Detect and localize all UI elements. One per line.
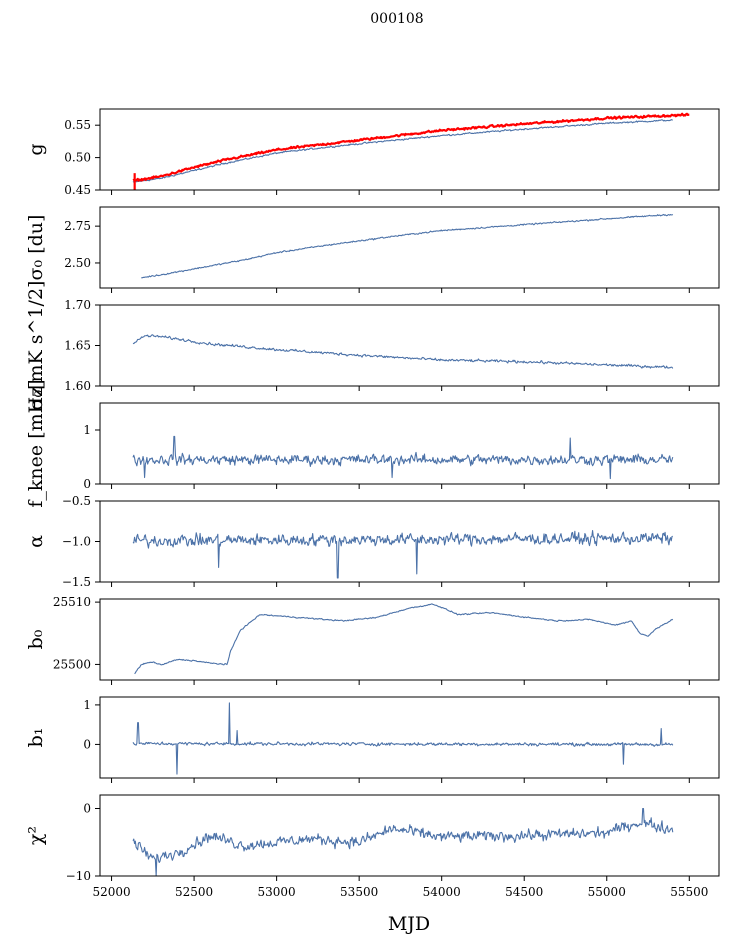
series-line-b1-0: [132, 702, 674, 775]
panel-g: 0.45 0.50 0.55 g: [25, 108, 720, 197]
x-axis-label: MJD: [388, 913, 430, 935]
panel-g-frame: [99, 108, 720, 191]
ylabel-alpha: α: [25, 535, 47, 548]
panel-g-series: [132, 112, 690, 190]
xtick-label-2: 53000: [258, 885, 296, 899]
ytick-label-b0-0: 25500: [53, 657, 91, 671]
ytick-label-sigma0_phys-1: 1.65: [64, 339, 91, 353]
ytick-label-fknee-0: 0: [83, 477, 91, 491]
panel-b0-series: [134, 603, 674, 675]
ytick-label-g-1: 0.50: [64, 151, 91, 165]
figure-title: 000108: [370, 11, 423, 27]
ytick-label-chi2-0: −10: [66, 869, 91, 883]
ylabel-g: g: [25, 143, 47, 155]
xtick-label-7: 55500: [670, 885, 708, 899]
panel-b0-frame: [99, 598, 720, 681]
panel-fknee-frame: [99, 402, 720, 485]
panel-chi2-frame: [99, 794, 720, 877]
ylabel-fknee: f_knee [mHz]: [25, 379, 47, 507]
panel-sigma0_phys: 1.60 1.65 1.70 σ₀[mK s^1/2]: [25, 281, 720, 411]
panel-sigma0_phys-series: [132, 334, 674, 369]
xtick-label-3: 53500: [340, 885, 378, 899]
xtick-label-1: 52500: [175, 885, 213, 899]
series-line-fknee-0: [132, 435, 674, 480]
ytick-label-sigma0_phys-0: 1.60: [64, 379, 91, 393]
ytick-label-chi2-1: 0: [83, 802, 91, 816]
panel-fknee-series: [132, 435, 674, 480]
panel-b1-series: [132, 702, 674, 775]
panel-chi2-series: [132, 807, 674, 876]
series-line-alpha-0: [132, 529, 673, 579]
panel-sigma0_phys-frame: [99, 304, 720, 387]
ytick-label-alpha-0: −1.5: [62, 575, 91, 589]
series-line-chi2-0: [132, 807, 674, 876]
xtick-label-4: 54000: [423, 885, 461, 899]
ylabel-sigma0: σ₀ [du]: [25, 215, 47, 281]
ytick-label-g-2: 0.55: [64, 118, 91, 132]
panel-sigma0-series: [141, 213, 674, 279]
panel-chi2: −10 0 52000 52500 53000 53500 54000 54500 55000 5…: [25, 794, 720, 899]
ytick-label-b1-1: 1: [83, 698, 91, 712]
series-line-sigma0_phys-0: [132, 334, 674, 369]
panel-fknee: 0 1 f_knee [mHz]: [25, 379, 720, 508]
ytick-label-sigma0_phys-2: 1.70: [64, 298, 91, 312]
series-line-sigma0-0: [141, 213, 674, 279]
series-line-g-1: [132, 112, 690, 182]
panel-sigma0-frame: [99, 206, 720, 289]
series-line-g-0: [132, 119, 673, 183]
ytick-label-alpha-2: −0.5: [62, 494, 91, 508]
ytick-label-sigma0-0: 2.50: [64, 256, 91, 270]
panel-alpha: −1.5 −1.0 −0.5 α: [25, 494, 720, 589]
panel-b0: 25500 25510 b₀: [25, 595, 720, 685]
xtick-label-6: 55000: [588, 885, 626, 899]
ylabel-b1: b₁: [25, 728, 47, 748]
xtick-label-5: 54500: [505, 885, 543, 899]
panel-b1-frame: [99, 696, 720, 779]
panels-group: 0.45 0.50 0.55 g 2.50 2.75 σ₀ [du] 1.60 1.65 1.70…: [25, 108, 720, 899]
ytick-label-g-0: 0.45: [64, 183, 91, 197]
panel-sigma0: 2.50 2.75 σ₀ [du]: [25, 206, 720, 293]
panel-b1: 0 1 b₁: [25, 696, 720, 783]
ytick-label-fknee-1: 1: [83, 423, 91, 437]
ylabel-chi2: χ²: [25, 826, 47, 845]
ytick-label-alpha-1: −1.0: [62, 535, 91, 549]
ylabel-sigma0_phys: σ₀[mK s^1/2]: [25, 281, 47, 411]
ytick-label-b0-1: 25510: [53, 595, 91, 609]
ytick-label-sigma0-1: 2.75: [64, 219, 91, 233]
ytick-label-b1-0: 0: [83, 737, 91, 751]
panel-alpha-series: [132, 529, 673, 579]
xtick-label-0: 52000: [92, 885, 130, 899]
series-line-b0-0: [134, 603, 674, 675]
ylabel-b0: b₀: [25, 629, 47, 649]
